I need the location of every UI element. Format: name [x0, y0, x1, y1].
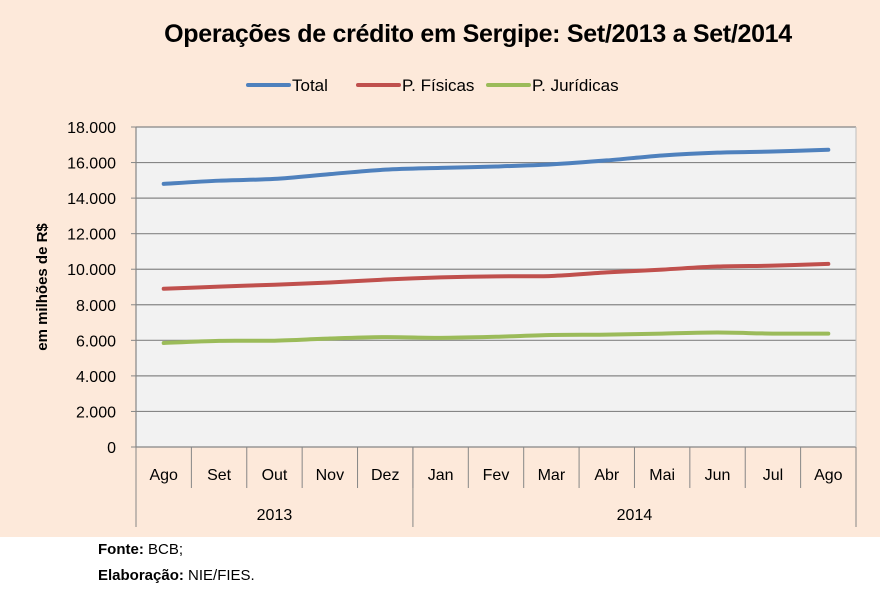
source-note: Fonte: BCB;: [98, 541, 183, 558]
y-tick-label: 2.000: [76, 404, 116, 421]
series-line-total: [161, 147, 831, 186]
x-tick-label: Jun: [705, 467, 731, 484]
y-tick-label: 6.000: [76, 333, 116, 350]
credit-label: Elaboração:: [98, 567, 184, 584]
x-tick-label: Ago: [149, 467, 178, 484]
y-tick-label: 0: [107, 440, 116, 457]
year-label: 2014: [617, 507, 653, 524]
y-tick-label: 14.000: [67, 191, 116, 208]
source-value: BCB;: [143, 541, 184, 558]
x-tick-label: Set: [207, 467, 232, 484]
source-label: Fonte:: [98, 541, 144, 558]
x-tick-label: Jan: [428, 467, 454, 484]
x-tick-label: Ago: [814, 467, 843, 484]
x-tick-label: Mai: [649, 467, 675, 484]
y-tick-label: 12.000: [67, 227, 116, 244]
credit-value: NIE/FIES.: [183, 567, 255, 584]
y-axis-label: em milhões de R$: [34, 223, 51, 351]
x-tick-label: Fev: [483, 467, 510, 484]
y-tick-label: 16.000: [67, 156, 116, 173]
x-tick-label: Dez: [371, 467, 399, 484]
legend-label: Total: [292, 76, 328, 95]
legend-label: P. Jurídicas: [532, 76, 619, 95]
chart-title: Operações de crédito em Sergipe: Set/201…: [164, 20, 792, 48]
y-tick-label: 10.000: [67, 262, 116, 279]
y-tick-label: 18.000: [67, 120, 116, 137]
y-tick-label: 4.000: [76, 369, 116, 386]
x-tick-label: Nov: [316, 467, 344, 484]
legend-label: P. Físicas: [402, 76, 474, 95]
x-tick-label: Out: [262, 467, 288, 484]
x-tick-label: Abr: [594, 467, 620, 484]
line-chart: 0 2.000 4.000 6.000 8.000 10.000 12.000 14.000 1…: [34, 76, 857, 527]
x-tick-label: Mar: [538, 467, 566, 484]
x-tick-label: Jul: [763, 467, 783, 484]
year-label: 2013: [257, 507, 293, 524]
series-line-p-f-sicas: [161, 261, 831, 291]
y-tick-label: 8.000: [76, 298, 116, 315]
credit-note: Elaboração: NIE/FIES.: [98, 567, 255, 584]
series-line-p-jur-dicas: [161, 330, 831, 345]
